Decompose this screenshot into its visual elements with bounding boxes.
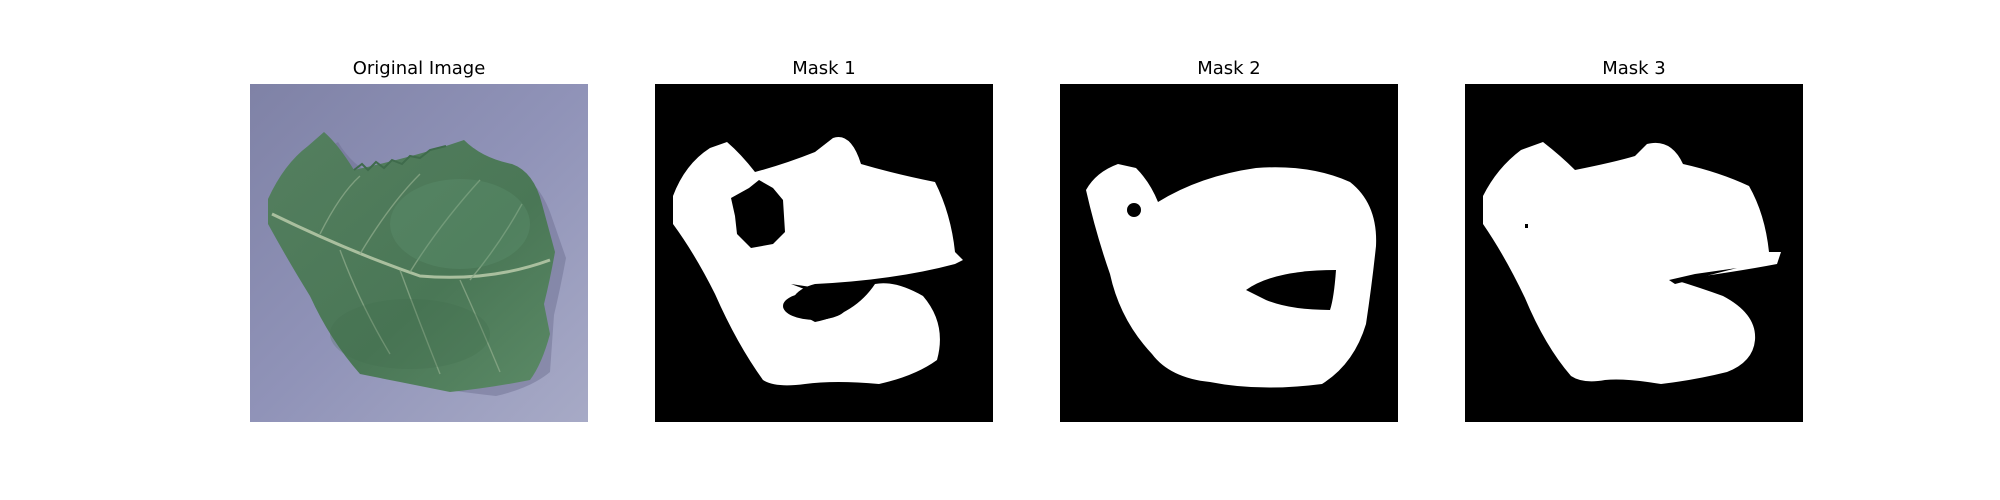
mask-2-image [1060, 84, 1398, 422]
original-leaf-image [250, 84, 588, 422]
panel-title-mask-3: Mask 3 [1602, 58, 1666, 79]
mask-1-image [655, 84, 993, 422]
panel-title-original-image: Original Image [352, 58, 486, 79]
panel-title-mask-1: Mask 1 [792, 58, 856, 79]
mask-3-image [1465, 84, 1803, 422]
panel-title-mask-2: Mask 2 [1197, 58, 1261, 79]
